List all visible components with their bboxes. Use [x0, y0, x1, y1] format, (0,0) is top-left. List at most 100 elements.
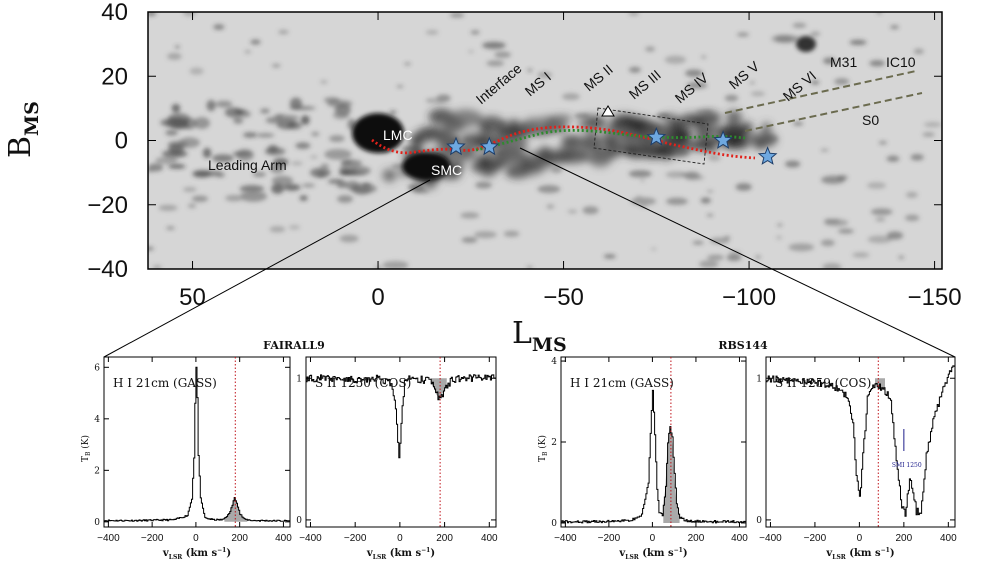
leading-arm-clump: [346, 165, 371, 176]
xlabel-v: v: [618, 548, 626, 559]
emission-clump: [337, 195, 353, 203]
emission-clump: [830, 219, 840, 223]
emission-clump: [148, 246, 155, 251]
emission-clump: [686, 82, 708, 89]
emission-clump: [271, 64, 281, 68]
leading-arm-clump: [178, 137, 200, 148]
xlabel-sub: LSR: [832, 554, 847, 561]
emission-clump: [165, 129, 178, 136]
emission-clump: [701, 55, 707, 59]
emission-clump: [167, 52, 182, 60]
xlabel-v: v: [366, 548, 374, 559]
xtick-label: 0: [857, 533, 863, 544]
green-track: [475, 128, 746, 152]
emission-clump: [923, 121, 942, 128]
emission-clump: [526, 265, 533, 269]
stream-clump: [519, 162, 543, 170]
leading-arm-clump: [271, 175, 294, 186]
xtick-label: 400: [275, 533, 292, 544]
emission-clump: [430, 97, 447, 104]
emission-clump: [709, 237, 730, 244]
emission-clump: [461, 237, 478, 243]
emission-clump: [537, 185, 561, 194]
stream-clump: [622, 146, 638, 156]
ytick-label: 4: [94, 415, 100, 425]
ytick-label: 2: [551, 438, 557, 448]
star-marker: [646, 126, 667, 146]
emission-clump: [886, 231, 904, 240]
panel-xlabel: vLSR (km s−1): [162, 547, 231, 561]
emission-clump: [320, 80, 328, 84]
xtick-label: 0: [397, 533, 403, 544]
emission-clump: [878, 141, 888, 145]
star-marker: [479, 136, 500, 156]
emission-clump: [239, 184, 264, 193]
emission-clump: [820, 239, 835, 247]
emission-clump: [875, 217, 886, 222]
emission-clump: [527, 68, 533, 72]
map-xtick-label: 0: [371, 284, 384, 311]
emission-clump: [852, 252, 870, 258]
leading-arm-clump: [168, 164, 186, 169]
emission-clump: [213, 24, 225, 30]
star-marker: [757, 146, 778, 165]
emission-clump: [777, 223, 783, 227]
xlabel-sub: LSR: [373, 554, 388, 561]
emission-clump: [635, 195, 643, 200]
emission-clump: [288, 225, 301, 230]
emission-clump: [922, 132, 935, 137]
emission-clump: [736, 32, 750, 37]
xtick-label: −400: [299, 533, 322, 544]
xlabel-units: (km s: [182, 548, 217, 559]
stream-clump: [641, 141, 657, 154]
xtick-label: 200: [896, 533, 913, 544]
emission-clump: [735, 183, 752, 191]
emission-clump: [750, 91, 766, 97]
label-leading-arm: Leading Arm: [208, 157, 287, 173]
emission-clump: [905, 214, 920, 222]
map-xtick-label: −150: [908, 284, 962, 311]
label-s0: S0: [862, 112, 879, 128]
ylabel-unit: (K): [80, 435, 91, 452]
leading-arm-clump: [289, 97, 303, 110]
triangle-marker: [601, 105, 615, 117]
emission-clump: [793, 121, 804, 126]
emission-clump: [750, 81, 755, 85]
emission-clump: [225, 194, 243, 202]
xlabel-units: (km s: [639, 548, 674, 559]
emission-clump: [503, 230, 520, 237]
map-xtick-label: −100: [722, 284, 776, 311]
panel-xlabel: vLSR (km s−1): [366, 547, 435, 561]
leading-arm-clump: [269, 163, 285, 174]
emission-clump: [155, 156, 178, 165]
spectrum-line: [766, 365, 956, 517]
leading-arm-clump: [299, 195, 308, 201]
emission-clump: [382, 261, 409, 269]
emission-clump: [708, 154, 721, 162]
panel-xlabel: vLSR (km s−1): [825, 547, 894, 561]
label-m31: M31: [830, 54, 857, 70]
emission-clump: [685, 69, 703, 78]
emission-clump: [706, 190, 714, 193]
map-xtick-label: −50: [543, 284, 584, 311]
emission-clump: [482, 41, 506, 50]
emission-clump: [269, 226, 286, 233]
xtick-label: 0: [193, 533, 199, 544]
leading-arm-clump: [202, 147, 212, 159]
ylabel-T: T: [81, 456, 91, 462]
emission-clump: [174, 45, 180, 49]
ylabel-T: T: [538, 456, 548, 462]
emission-clump: [475, 181, 492, 189]
ytick-label: 1: [296, 374, 302, 384]
leading-arm-clump: [271, 183, 284, 194]
emission-clump: [913, 48, 924, 55]
label-smc: SMC: [431, 162, 462, 178]
leading-arm-clump: [324, 148, 352, 160]
stream-clump: [498, 144, 518, 158]
emission-clump: [537, 71, 552, 79]
rbs144-title: RBS144: [718, 339, 768, 352]
leading-arm-clump: [215, 100, 233, 108]
spectrum-line: [306, 374, 497, 459]
stream-clump: [589, 151, 611, 168]
